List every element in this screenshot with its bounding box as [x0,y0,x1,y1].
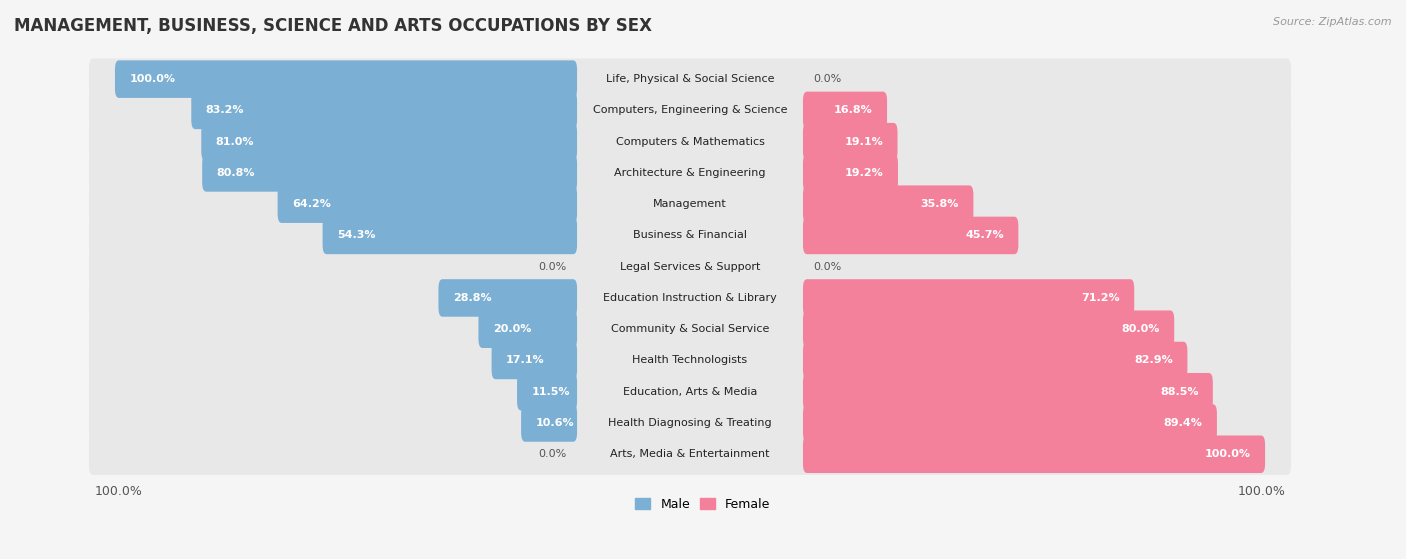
Text: Computers, Engineering & Science: Computers, Engineering & Science [593,106,787,115]
Text: 11.5%: 11.5% [531,387,569,397]
FancyBboxPatch shape [803,123,897,160]
FancyBboxPatch shape [89,152,1291,193]
Text: 16.8%: 16.8% [834,106,873,115]
Text: Management: Management [654,199,727,209]
FancyBboxPatch shape [89,402,1291,444]
Text: Health Technologists: Health Technologists [633,356,748,366]
FancyBboxPatch shape [803,217,1018,254]
FancyBboxPatch shape [89,59,1291,100]
Text: 89.4%: 89.4% [1164,418,1202,428]
FancyBboxPatch shape [89,340,1291,381]
Text: 0.0%: 0.0% [538,449,567,459]
Text: 10.6%: 10.6% [536,418,574,428]
FancyBboxPatch shape [439,279,576,317]
FancyBboxPatch shape [89,246,1291,287]
FancyBboxPatch shape [522,404,576,442]
FancyBboxPatch shape [517,373,576,410]
Text: 64.2%: 64.2% [292,199,330,209]
FancyBboxPatch shape [89,90,1291,131]
FancyBboxPatch shape [803,435,1265,473]
Text: 17.1%: 17.1% [506,356,544,366]
Text: Education Instruction & Library: Education Instruction & Library [603,293,778,303]
Text: 45.7%: 45.7% [966,230,1004,240]
Text: 83.2%: 83.2% [205,106,245,115]
Text: 0.0%: 0.0% [813,74,842,84]
FancyBboxPatch shape [803,310,1174,348]
FancyBboxPatch shape [277,186,576,223]
Text: 20.0%: 20.0% [492,324,531,334]
Text: Arts, Media & Entertainment: Arts, Media & Entertainment [610,449,769,459]
Text: 19.2%: 19.2% [845,168,884,178]
Text: Business & Financial: Business & Financial [633,230,747,240]
Text: 54.3%: 54.3% [337,230,375,240]
FancyBboxPatch shape [322,217,576,254]
Text: 19.1%: 19.1% [845,136,883,146]
FancyBboxPatch shape [202,154,576,192]
Text: Community & Social Service: Community & Social Service [610,324,769,334]
FancyBboxPatch shape [115,60,576,98]
Text: 81.0%: 81.0% [215,136,254,146]
Text: 100.0%: 100.0% [1205,449,1251,459]
FancyBboxPatch shape [89,309,1291,350]
Text: 88.5%: 88.5% [1160,387,1198,397]
Text: 0.0%: 0.0% [813,262,842,272]
FancyBboxPatch shape [803,186,973,223]
FancyBboxPatch shape [803,279,1135,317]
FancyBboxPatch shape [89,434,1291,475]
FancyBboxPatch shape [89,215,1291,256]
Text: 71.2%: 71.2% [1081,293,1121,303]
FancyBboxPatch shape [191,92,576,129]
Text: Source: ZipAtlas.com: Source: ZipAtlas.com [1274,17,1392,27]
Text: 35.8%: 35.8% [921,199,959,209]
Text: 100.0%: 100.0% [129,74,176,84]
Text: 80.0%: 80.0% [1122,324,1160,334]
FancyBboxPatch shape [89,371,1291,413]
Text: Architecture & Engineering: Architecture & Engineering [614,168,766,178]
Text: Legal Services & Support: Legal Services & Support [620,262,761,272]
Text: Education, Arts & Media: Education, Arts & Media [623,387,758,397]
Legend: Male, Female: Male, Female [630,492,776,515]
FancyBboxPatch shape [803,342,1188,379]
FancyBboxPatch shape [478,310,576,348]
FancyBboxPatch shape [89,277,1291,319]
Text: 82.9%: 82.9% [1135,356,1173,366]
Text: Life, Physical & Social Science: Life, Physical & Social Science [606,74,775,84]
Text: Computers & Mathematics: Computers & Mathematics [616,136,765,146]
Text: MANAGEMENT, BUSINESS, SCIENCE AND ARTS OCCUPATIONS BY SEX: MANAGEMENT, BUSINESS, SCIENCE AND ARTS O… [14,17,652,35]
FancyBboxPatch shape [803,404,1218,442]
FancyBboxPatch shape [492,342,576,379]
FancyBboxPatch shape [803,92,887,129]
Text: 0.0%: 0.0% [538,262,567,272]
FancyBboxPatch shape [803,154,898,192]
Text: Health Diagnosing & Treating: Health Diagnosing & Treating [609,418,772,428]
FancyBboxPatch shape [201,123,576,160]
FancyBboxPatch shape [803,373,1213,410]
Text: 80.8%: 80.8% [217,168,254,178]
FancyBboxPatch shape [89,183,1291,225]
Text: 28.8%: 28.8% [453,293,491,303]
FancyBboxPatch shape [89,121,1291,162]
